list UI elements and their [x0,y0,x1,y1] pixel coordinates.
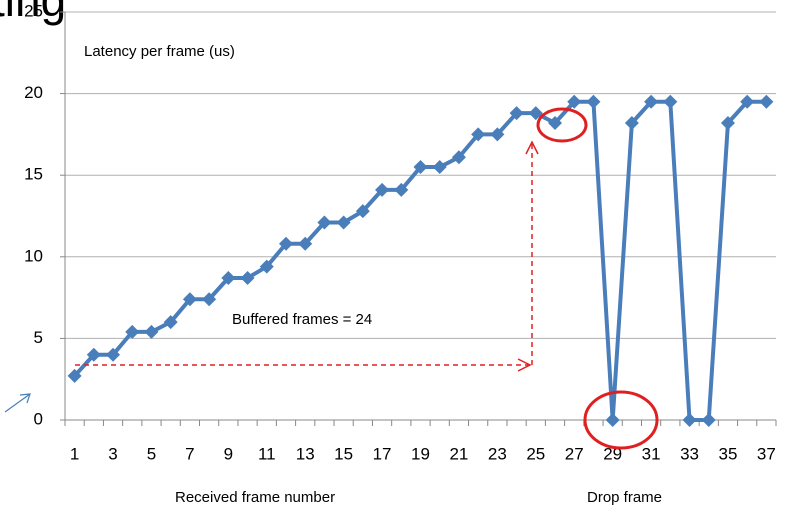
marker [106,347,121,362]
marker [682,413,697,427]
marker [202,292,217,307]
marker [720,115,735,130]
marker [451,150,466,165]
x-tick-label: 7 [185,444,194,463]
marker [663,94,678,109]
marker [240,271,255,286]
x-tick-label: 37 [757,444,776,463]
y-tick-label: 0 [34,409,43,428]
marker [336,215,351,230]
x-tick-label: 1 [70,444,79,463]
marker [394,182,409,197]
marker [317,215,332,230]
x-axis-label: Received frame number [175,489,335,506]
marker [278,236,293,251]
drop-label: Drop frame [587,489,662,506]
arrow-head [517,358,532,372]
marker [740,94,755,109]
highlight-circle [583,390,659,450]
line [73,99,767,422]
marker [644,94,659,109]
marker [548,115,563,130]
arrow-head [525,140,539,155]
marker [605,413,620,427]
marker [528,106,543,121]
x-tick-label: 19 [411,444,430,463]
buffer-note: Buffered frames = 24 [232,311,372,328]
x-tick-label: 33 [680,444,699,463]
marker [759,94,774,109]
marker [86,347,101,362]
x-tick-label: 23 [488,444,507,463]
marker [355,204,370,219]
marker [490,127,505,142]
marker [701,413,716,427]
highlight-circle [536,107,588,143]
x-tick-label: 3 [108,444,117,463]
x-tick-label: 15 [334,444,353,463]
marker [221,271,236,286]
x-tick-label: 13 [296,444,315,463]
x-tick-label: 21 [449,444,468,463]
marker [432,160,447,175]
annotation: Latency per frame (us) [84,43,235,60]
marker [624,115,639,130]
marker [259,259,274,274]
x-tick-label: 11 [258,444,276,463]
marker [144,324,159,339]
x-tick-label: 31 [642,444,661,463]
marker [586,94,601,109]
marker [413,160,428,175]
x-tick-label: 17 [373,444,392,463]
y-tick-label: 20 [24,83,43,102]
slide-title: ting [0,0,66,26]
annotations [4,107,659,450]
marker [375,182,390,197]
marker [182,292,197,307]
marker [471,127,486,142]
marker [567,94,582,109]
x-tick-label: 27 [565,444,584,463]
x-tick-label: 25 [526,444,545,463]
y-tick-label: 5 [34,328,43,347]
marker [163,315,178,330]
marker [298,236,313,251]
marker [509,106,524,121]
x-tick-label: 9 [224,444,233,463]
y-tick-label: 15 [24,165,43,184]
marker [125,324,140,339]
pointer-arrow [4,393,31,413]
x-tick-label: 35 [718,444,737,463]
y-tick-label: 10 [24,246,43,265]
marker [67,368,82,383]
x-tick-label: 5 [147,444,156,463]
y-tick-label: 25 [24,1,43,20]
